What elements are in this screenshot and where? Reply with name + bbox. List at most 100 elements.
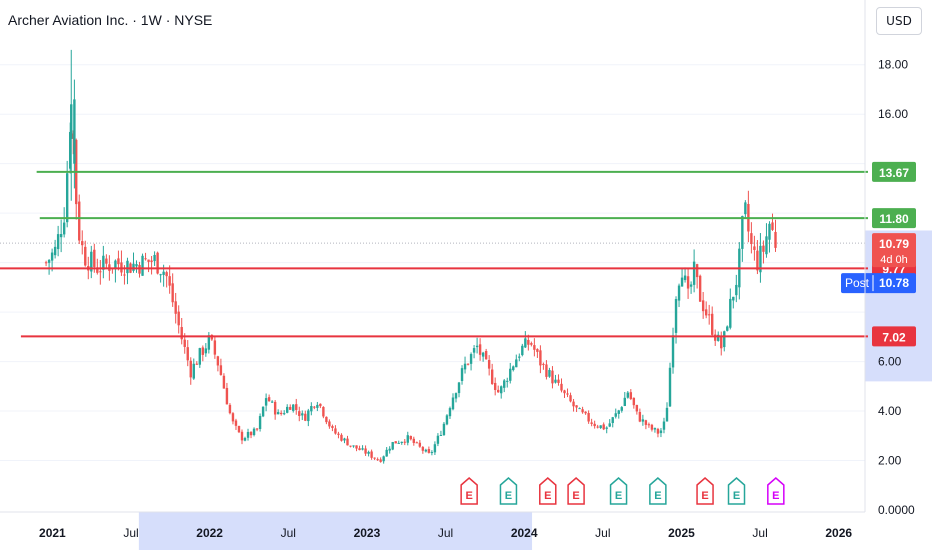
candle-body bbox=[686, 276, 690, 289]
post-market-badge bbox=[841, 273, 916, 294]
candle-body bbox=[53, 246, 57, 256]
candle-body bbox=[165, 272, 168, 277]
candle-body bbox=[225, 387, 229, 405]
candle-body bbox=[512, 366, 515, 371]
candle-body bbox=[81, 241, 84, 246]
earnings-marker-icon[interactable] bbox=[727, 477, 746, 505]
earnings-marker-icon[interactable] bbox=[499, 477, 518, 505]
candle-body bbox=[617, 410, 620, 414]
candle-body bbox=[279, 412, 283, 415]
candle-body bbox=[533, 345, 536, 350]
candle-body bbox=[478, 344, 482, 355]
candle-body bbox=[47, 260, 51, 263]
candle-body bbox=[605, 427, 608, 429]
y-tick-label: 18.00 bbox=[878, 58, 908, 72]
candle-body bbox=[545, 364, 548, 377]
candle-body bbox=[451, 397, 455, 410]
candle-body bbox=[370, 451, 373, 458]
candle-body bbox=[506, 380, 509, 382]
candle-body bbox=[695, 264, 699, 278]
x-tick-label: 2026 bbox=[825, 526, 852, 540]
candle-body bbox=[614, 413, 617, 417]
candle-body bbox=[774, 231, 777, 248]
candle-body bbox=[593, 423, 596, 427]
post-market-tag: Post bbox=[845, 276, 870, 290]
earnings-marker-icon[interactable] bbox=[539, 477, 557, 505]
earnings-marker-icon[interactable] bbox=[567, 477, 585, 505]
candle-body bbox=[177, 311, 180, 326]
candle-body bbox=[65, 173, 69, 223]
candle-body bbox=[204, 348, 208, 354]
candle-body bbox=[316, 404, 319, 408]
candle-body bbox=[481, 352, 485, 357]
candle-body bbox=[252, 428, 256, 436]
candle-body bbox=[343, 438, 346, 441]
candle-body bbox=[301, 413, 304, 416]
candle-body bbox=[349, 445, 352, 447]
candle-body bbox=[629, 392, 633, 399]
earnings-marker-label: E bbox=[615, 490, 622, 502]
candle-body bbox=[156, 252, 159, 274]
earnings-marker-icon[interactable] bbox=[609, 477, 628, 505]
x-tick-label: 2021 bbox=[39, 526, 66, 540]
candle-body bbox=[548, 369, 551, 377]
y-tick-label: 0.0000 bbox=[878, 503, 915, 517]
candle-body bbox=[150, 260, 153, 262]
earnings-marker-icon[interactable] bbox=[460, 477, 478, 505]
candle-body bbox=[590, 422, 593, 424]
candle-body bbox=[385, 449, 388, 457]
candle-body bbox=[536, 349, 539, 352]
candle-body bbox=[744, 202, 747, 215]
x-tick-label: 2025 bbox=[668, 526, 695, 540]
candle-body bbox=[475, 345, 479, 348]
candle-body bbox=[325, 416, 328, 423]
candle-body bbox=[216, 356, 220, 366]
earnings-marker-label: E bbox=[544, 490, 551, 502]
candle-body bbox=[192, 363, 195, 379]
earnings-marker-icon[interactable] bbox=[767, 477, 785, 505]
candle-body bbox=[623, 397, 626, 407]
candle-body bbox=[174, 301, 177, 314]
candle-body bbox=[560, 383, 563, 391]
candle-body bbox=[310, 406, 313, 412]
candle-body bbox=[409, 435, 412, 440]
candle-body bbox=[689, 284, 693, 287]
candle-body bbox=[180, 327, 183, 340]
candle-body bbox=[304, 413, 307, 421]
candle-body bbox=[677, 285, 681, 301]
earnings-marker-icon[interactable] bbox=[649, 477, 667, 505]
candle-body bbox=[596, 426, 599, 428]
post-market-price: 10.78 bbox=[879, 276, 909, 290]
candle-body bbox=[307, 410, 310, 422]
candle-body bbox=[222, 375, 226, 389]
candle-body bbox=[261, 406, 265, 417]
candle-body bbox=[400, 441, 403, 443]
candle-body bbox=[521, 345, 524, 356]
candle-body bbox=[171, 283, 174, 303]
candle-body bbox=[376, 459, 379, 461]
candle-body bbox=[418, 442, 422, 447]
candle-body bbox=[62, 222, 66, 235]
earnings-marker-icon[interactable] bbox=[696, 477, 714, 505]
candle-body bbox=[487, 360, 491, 369]
candle-body bbox=[726, 326, 729, 331]
candle-body bbox=[355, 445, 358, 449]
earnings-marker-label: E bbox=[572, 490, 579, 502]
candle-body bbox=[765, 236, 768, 255]
candle-body bbox=[258, 416, 262, 429]
currency-selector[interactable]: USD bbox=[876, 7, 922, 35]
candle-body bbox=[135, 264, 138, 267]
candle-body bbox=[50, 252, 54, 261]
candle-body bbox=[635, 404, 639, 412]
candle-body bbox=[463, 363, 467, 370]
candle-body bbox=[602, 424, 605, 430]
candle-body bbox=[656, 428, 660, 434]
candle-body bbox=[496, 389, 500, 393]
candle-body bbox=[668, 367, 672, 407]
candle-body bbox=[132, 263, 135, 271]
candle-body bbox=[750, 233, 753, 245]
candle-body bbox=[584, 411, 587, 414]
candle-body bbox=[340, 434, 343, 441]
